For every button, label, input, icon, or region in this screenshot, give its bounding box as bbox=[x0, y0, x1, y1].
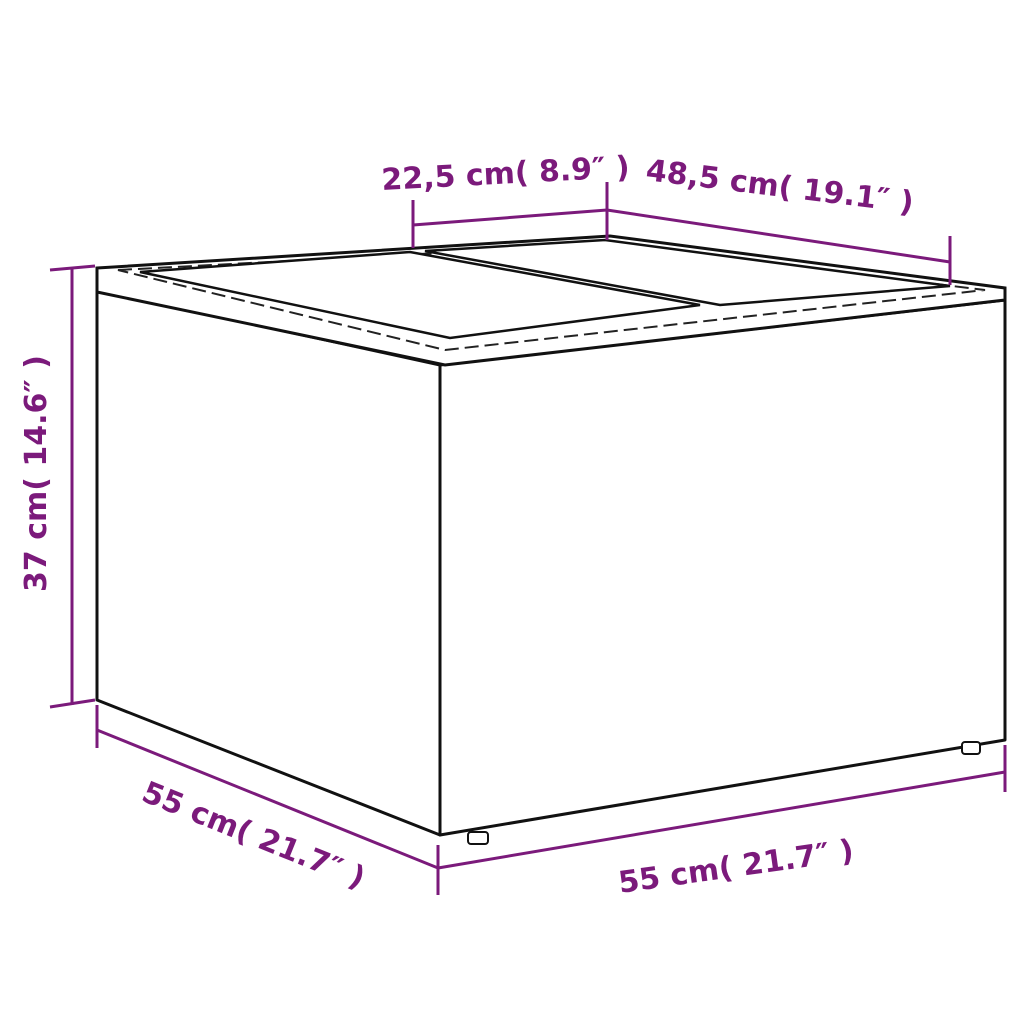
height-label: 37 cm( 14.6″ ) bbox=[19, 355, 54, 592]
foot-right bbox=[961, 741, 981, 755]
rattan-box bbox=[95, 234, 1007, 845]
top-depth-label: 48,5 cm( 19.1″ ) bbox=[644, 153, 916, 221]
top-panel-width-label: 22,5 cm( 8.9″ ) bbox=[381, 150, 631, 198]
top-panel-right bbox=[424, 238, 951, 307]
left-face bbox=[95, 288, 442, 837]
top-panel-left bbox=[139, 250, 701, 340]
right-face bbox=[438, 298, 1007, 837]
width-label: 55 cm( 21.7″ ) bbox=[616, 833, 856, 901]
dimension-lines bbox=[49, 182, 1007, 895]
foot-front bbox=[467, 831, 489, 845]
